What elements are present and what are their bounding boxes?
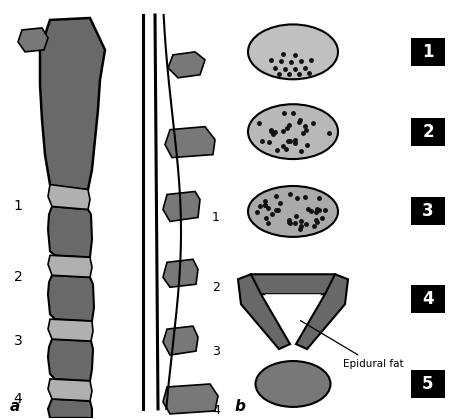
Text: Epidural fat: Epidural fat — [301, 321, 404, 369]
Polygon shape — [251, 274, 335, 294]
Text: 2: 2 — [422, 123, 434, 141]
Text: 2: 2 — [14, 270, 22, 284]
Polygon shape — [238, 274, 290, 349]
Polygon shape — [163, 191, 200, 221]
Polygon shape — [48, 379, 92, 401]
Text: 3: 3 — [212, 344, 220, 357]
Text: 3: 3 — [14, 334, 22, 348]
Text: 5: 5 — [422, 375, 434, 393]
Polygon shape — [48, 339, 93, 381]
Bar — [411, 285, 445, 313]
Polygon shape — [40, 18, 105, 191]
Ellipse shape — [248, 186, 338, 237]
Ellipse shape — [255, 361, 330, 407]
Bar — [411, 197, 445, 225]
Ellipse shape — [248, 104, 338, 159]
Text: 1: 1 — [212, 211, 220, 224]
Text: 4: 4 — [14, 392, 22, 406]
Polygon shape — [48, 207, 92, 257]
Text: 4: 4 — [212, 404, 220, 417]
Polygon shape — [163, 259, 198, 287]
Polygon shape — [48, 399, 92, 418]
Polygon shape — [48, 184, 90, 210]
Polygon shape — [48, 319, 93, 341]
Text: 2: 2 — [212, 281, 220, 294]
Polygon shape — [296, 274, 348, 349]
Text: 1: 1 — [422, 43, 434, 61]
Polygon shape — [18, 28, 48, 52]
Polygon shape — [265, 294, 321, 339]
Polygon shape — [163, 326, 198, 355]
Bar — [411, 118, 445, 146]
Bar — [411, 370, 445, 398]
Polygon shape — [165, 127, 215, 158]
Bar — [411, 38, 445, 66]
Text: a: a — [10, 399, 20, 414]
Polygon shape — [48, 275, 94, 321]
Polygon shape — [48, 255, 92, 277]
Polygon shape — [168, 52, 205, 78]
Polygon shape — [163, 384, 218, 414]
Text: b: b — [235, 399, 246, 414]
Text: 1: 1 — [14, 199, 22, 213]
Text: 4: 4 — [422, 290, 434, 308]
Ellipse shape — [248, 24, 338, 79]
Text: 3: 3 — [422, 202, 434, 220]
